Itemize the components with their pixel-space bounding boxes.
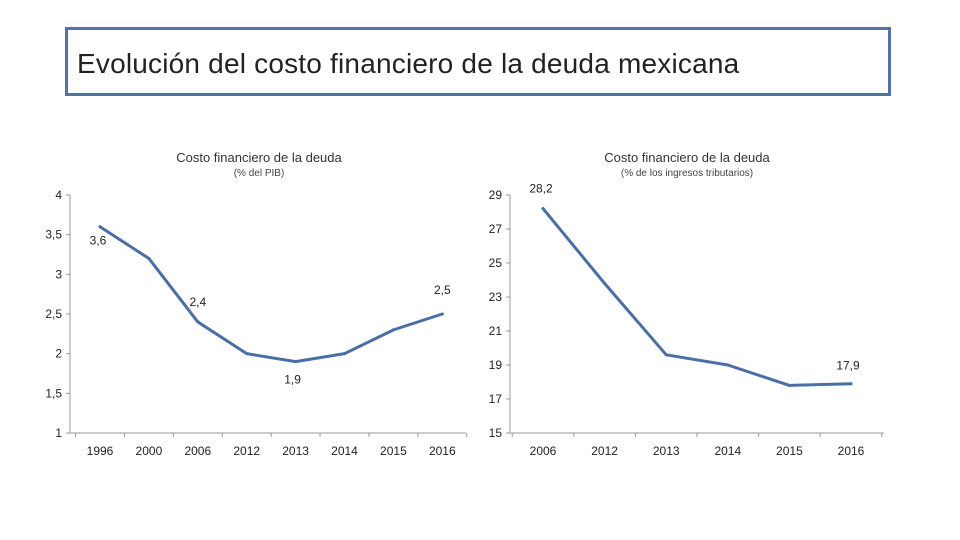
chart1-y-tick-label: 3,5: [45, 228, 62, 242]
chart1-x-tick-label: 2016: [429, 444, 456, 458]
chart1-data-label: 1,9: [284, 373, 301, 387]
chart2-y-tick-label: 25: [489, 256, 503, 270]
chart1-data-point: [147, 256, 151, 260]
chart2-data-label: 28,2: [529, 182, 553, 196]
chart2-x-tick-label: 2015: [776, 444, 803, 458]
chart1-x-tick-label: 1996: [87, 444, 114, 458]
chart1-data-point: [440, 312, 444, 316]
chart2-x-tick-label: 2012: [591, 444, 618, 458]
chart1-data-point: [98, 225, 102, 229]
chart1-y-tick-label: 2,5: [45, 307, 62, 321]
chart2-data-point: [787, 383, 791, 387]
chart2-x-tick-label: 2016: [838, 444, 865, 458]
chart2-data-point: [849, 382, 853, 386]
chart1-data-point: [196, 320, 200, 324]
chart1-y-tick-label: 2: [55, 347, 62, 361]
chart1-data-label: 3,6: [90, 234, 107, 248]
chart1-y-tick-label: 3: [55, 267, 62, 281]
chart2-data-point: [726, 363, 730, 367]
chart2-y-tick-label: 19: [489, 358, 503, 372]
chart1-y-tick-label: 4: [55, 188, 62, 202]
chart2-y-tick-label: 15: [489, 426, 503, 440]
chart1-data-point: [294, 360, 298, 364]
chart2-x-tick-label: 2013: [653, 444, 680, 458]
chart2-series-line: [541, 207, 853, 387]
chart1-data-label: 2,5: [434, 283, 451, 297]
chart1-x-tick-label: 2012: [233, 444, 260, 458]
chart2-y-tick-label: 23: [489, 290, 503, 304]
chart1-subtitle: (% del PIB): [234, 168, 285, 179]
chart1-x-tick-label: 2013: [282, 444, 309, 458]
chart1-y-tick-label: 1,5: [45, 386, 62, 400]
chart1-data-point: [343, 352, 346, 356]
chart2-data-point: [664, 353, 668, 357]
chart1-series-line: [98, 225, 444, 364]
chart1-data-label: 2,4: [189, 295, 206, 309]
chart1-x-tick-label: 2014: [331, 444, 358, 458]
chart2-y-tick-label: 17: [489, 392, 503, 406]
title-frame: Evolución del costo financiero de la deu…: [65, 27, 891, 96]
chart2-y-tick-label: 29: [489, 188, 503, 202]
chart1-x-tick-label: 2000: [136, 444, 163, 458]
chart2-data-point: [603, 281, 607, 285]
chart1-data-point: [391, 328, 395, 332]
chart2-y-tick-label: 21: [489, 324, 503, 338]
chart2-subtitle: (% de los ingresos tributarios): [621, 168, 753, 179]
chart2-data-point: [541, 207, 545, 211]
chart2-x-tick-label: 2006: [530, 444, 557, 458]
chart1-data-point: [245, 352, 249, 356]
chart1-x-tick-label: 2006: [184, 444, 211, 458]
chart2-title: Costo financiero de la deuda: [604, 150, 770, 165]
chart2-x-tick-label: 2014: [714, 444, 741, 458]
chart2-data-label: 17,9: [836, 359, 860, 373]
chart1-title: Costo financiero de la deuda: [176, 150, 342, 165]
chart1-x-tick-label: 2015: [380, 444, 407, 458]
slide-title: Evolución del costo financiero de la deu…: [77, 48, 740, 79]
chart1-y-tick-label: 1: [55, 426, 62, 440]
chart2-y-tick-label: 27: [489, 222, 503, 236]
